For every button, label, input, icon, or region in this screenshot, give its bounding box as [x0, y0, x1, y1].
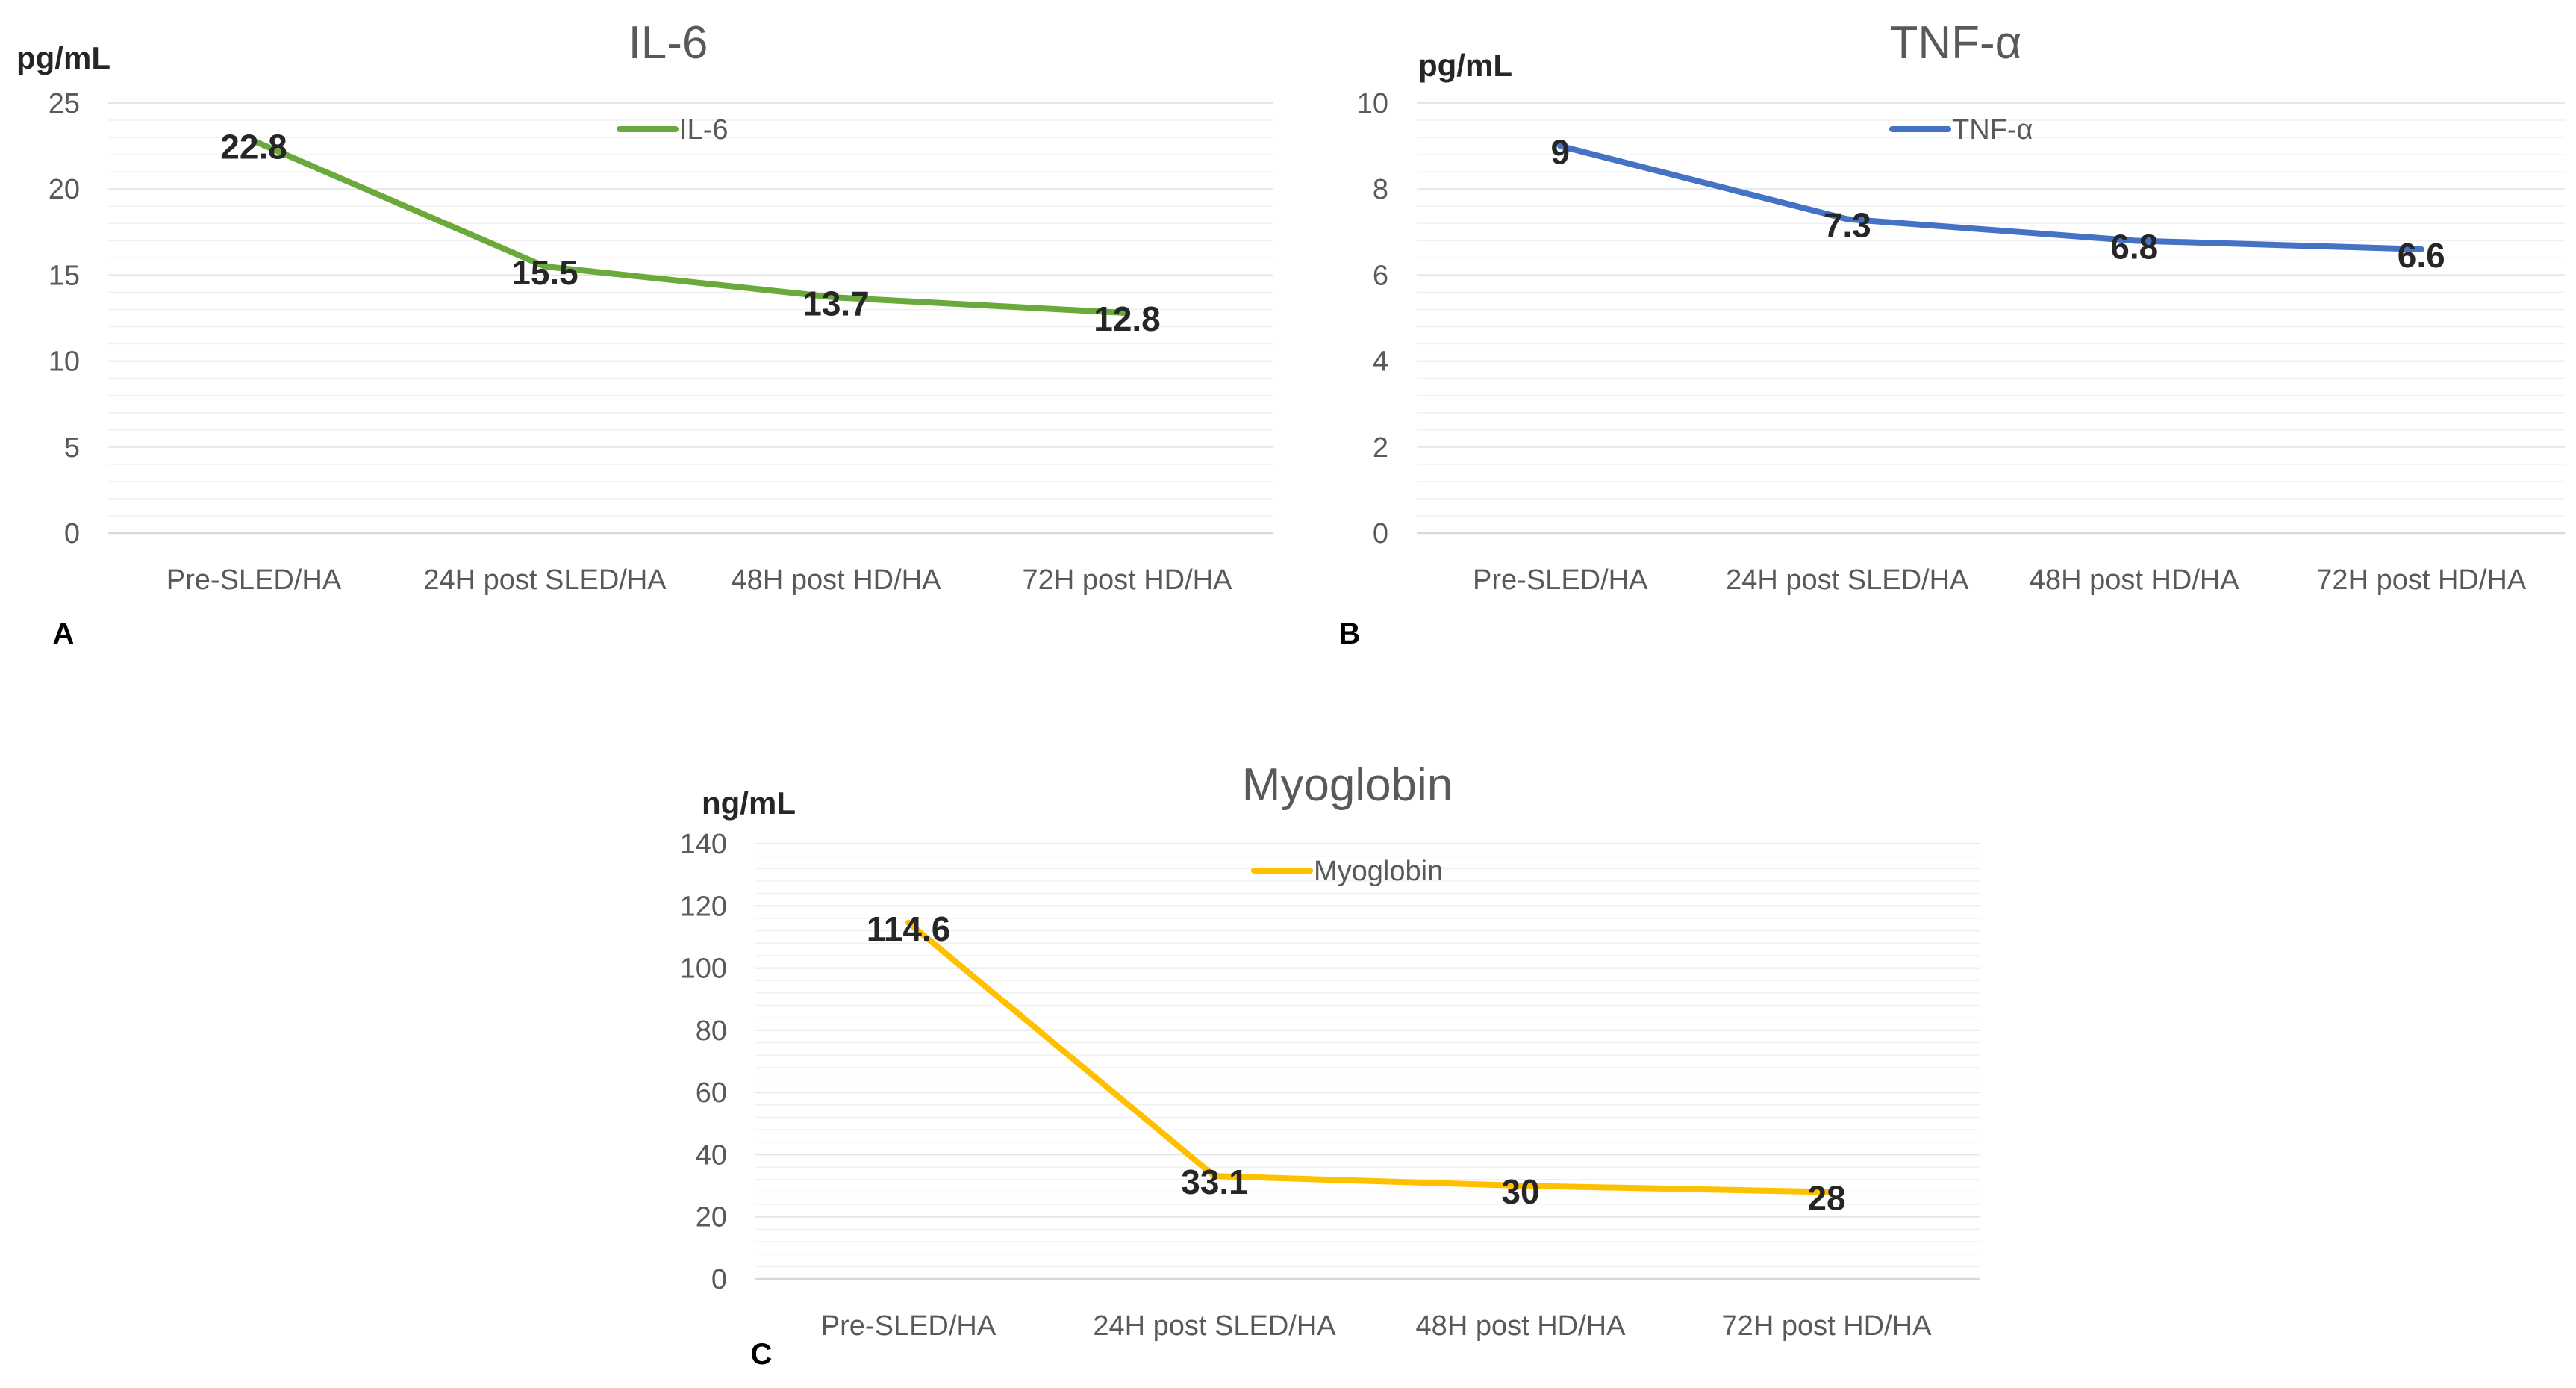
data-label: 33.1	[1181, 1163, 1248, 1201]
x-tick-label: 24H post SLED/HA	[1726, 564, 1969, 596]
y-tick-label: 6	[1373, 260, 1388, 291]
y-tick-label: 20	[696, 1202, 727, 1233]
y-tick-label: 0	[1373, 518, 1388, 550]
data-label: 13.7	[802, 284, 870, 323]
series-line	[1557, 143, 2424, 252]
data-point	[2420, 248, 2422, 250]
x-tick-label: Pre-SLED/HA	[1473, 564, 1648, 596]
chart-title: Myoglobin	[1242, 759, 1453, 811]
y-tick-label: 15	[49, 260, 80, 291]
legend-label: Myoglobin	[1314, 856, 1443, 887]
legend-label: TNF-α	[1952, 114, 2033, 146]
y-axis-unit-label: ng/mL	[702, 785, 796, 821]
y-tick-label: 2	[1373, 432, 1388, 464]
data-point	[1559, 145, 1562, 147]
y-tick-label: 80	[696, 1015, 727, 1047]
y-tick-label: 120	[680, 891, 727, 922]
data-point	[908, 921, 909, 924]
chart-title: TNF-α	[1889, 17, 2021, 69]
chart-panel-b: 0 2 4 6 8 10 Pre-SLED/HA 24H post SLED/HA 48H po…	[1339, 17, 2565, 650]
data-label: 22.8	[220, 128, 287, 167]
y-tick-label: 140	[680, 829, 727, 860]
data-label: 114.6	[867, 909, 951, 948]
x-tick-label: 48H post HD/HA	[732, 564, 942, 596]
data-point	[1520, 1185, 1521, 1187]
x-tick-label: 24H post SLED/HA	[1093, 1310, 1336, 1342]
data-label: 30	[1501, 1172, 1539, 1211]
panel-letter: A	[53, 617, 75, 650]
data-label: 15.5	[511, 253, 578, 292]
x-tick-label: 48H post HD/HA	[2030, 564, 2240, 596]
y-tick-label: 0	[64, 518, 80, 550]
x-tick-label: Pre-SLED/HA	[166, 564, 342, 596]
chart-panel-c: 0 20 40 60 80 100 120 140 Pre-SLED/HA 24H post SL…	[680, 759, 1980, 1371]
data-point	[544, 265, 546, 267]
x-tick-label: 72H post HD/HA	[1722, 1310, 1933, 1342]
x-tick-label: 72H post HD/HA	[1023, 564, 1233, 596]
y-tick-label: 5	[64, 432, 80, 464]
y-axis-unit-label: pg/mL	[16, 40, 110, 75]
x-tick-label: Pre-SLED/HA	[821, 1310, 997, 1342]
y-tick-label: 10	[1357, 88, 1388, 119]
data-label: 12.8	[1094, 299, 1161, 338]
legend-label: IL-6	[679, 114, 728, 146]
y-tick-label: 40	[696, 1139, 727, 1171]
data-label: 6.8	[2110, 227, 2158, 266]
x-tick-label: 48H post HD/HA	[1416, 1310, 1627, 1342]
y-tick-label: 4	[1373, 346, 1388, 378]
panel-letter: B	[1339, 617, 1361, 650]
y-tick-label: 100	[680, 953, 727, 985]
x-tick-label: 72H post HD/HA	[2316, 564, 2527, 596]
chart-panel-a: 0 5 10 15 20 25 Pre-SLED/HA 24H post SLED/HA 48H…	[16, 17, 1273, 650]
y-tick-label: 8	[1373, 174, 1388, 205]
y-tick-label: 10	[49, 346, 80, 378]
data-label: 9	[1550, 133, 1570, 172]
series-line	[251, 137, 1130, 317]
data-label: 7.3	[1824, 206, 1871, 245]
data-point	[835, 296, 837, 299]
y-tick-label: 0	[711, 1264, 727, 1295]
data-label: 28	[1807, 1178, 1845, 1217]
data-point	[1846, 218, 1848, 220]
data-point	[1826, 1191, 1827, 1193]
data-point	[253, 140, 255, 142]
chart-title: IL-6	[629, 17, 708, 69]
data-label: 6.6	[2398, 236, 2445, 275]
data-point	[2133, 240, 2136, 242]
y-axis-unit-label: pg/mL	[1418, 48, 1512, 83]
y-tick-label: 25	[49, 88, 80, 119]
series-line	[905, 919, 1830, 1195]
y-tick-label: 20	[49, 174, 80, 205]
data-point	[1214, 1175, 1215, 1177]
y-tick-label: 60	[696, 1077, 727, 1109]
panel-letter: C	[751, 1338, 773, 1371]
data-point	[1126, 312, 1128, 314]
x-tick-label: 24H post SLED/HA	[423, 564, 667, 596]
